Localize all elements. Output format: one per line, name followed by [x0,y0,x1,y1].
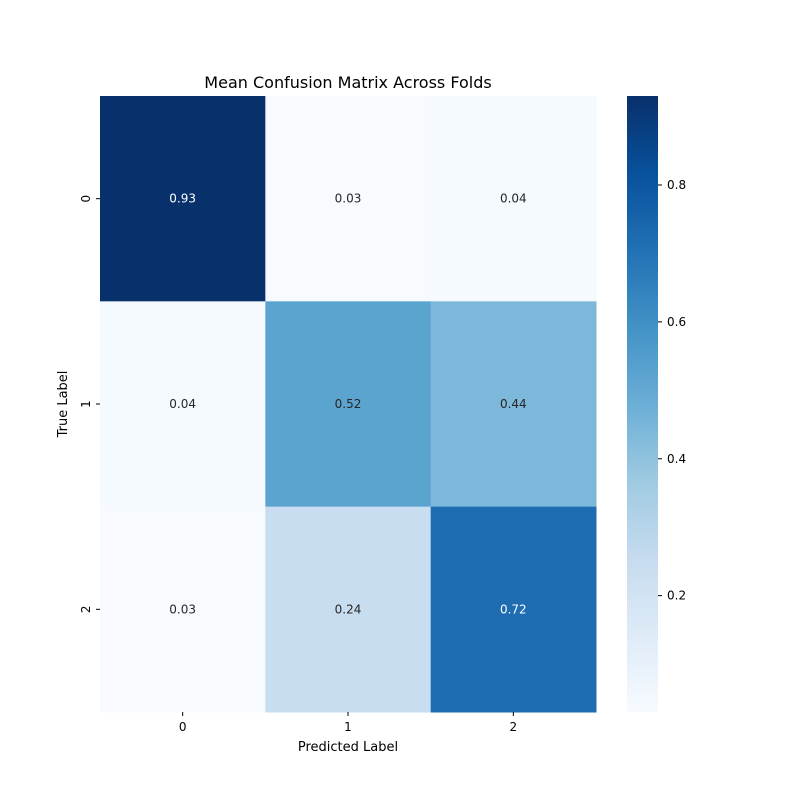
x-axis-ticks: 0 1 2 [179,712,517,734]
cell-value-label: 0.52 [335,397,362,411]
x-axis-label: Predicted Label [298,740,398,755]
cell-value-label: 0.72 [500,602,527,616]
heatmap-cell [430,506,597,713]
y-tick-label: 2 [79,606,93,614]
heatmap-cell [265,96,432,302]
heatmap-cell [265,301,432,508]
colorbar-tick-label: 0.4 [667,452,686,466]
y-axis-label: True Label [56,371,71,439]
cell-value-label: 0.03 [335,192,362,206]
x-tick-label: 2 [510,720,518,734]
heatmap-cell [100,301,266,508]
heatmap-cell [430,96,597,302]
colorbar-tick-label: 0.6 [667,315,686,329]
cell-value-label: 0.24 [335,602,362,616]
cell-value-label: 0.03 [169,602,196,616]
cell-value-label: 0.04 [500,192,527,206]
cell-value-label: 0.04 [169,397,196,411]
chart-title: Mean Confusion Matrix Across Folds [204,73,491,92]
x-tick-label: 1 [344,720,352,734]
y-tick-label: 0 [79,195,93,203]
colorbar-tick-label: 0.8 [667,178,686,192]
x-tick-label: 0 [179,720,187,734]
y-tick-label: 1 [79,400,93,408]
heatmap-cell [265,506,432,713]
y-axis-ticks: 0 1 2 [79,195,100,613]
heatmap-cell [430,301,597,508]
cell-value-label: 0.93 [169,192,196,206]
cell-value-label: 0.44 [500,397,527,411]
colorbar-ticks: 0.2 0.4 0.6 0.8 [658,178,686,603]
colorbar-tick-label: 0.2 [667,589,686,603]
heatmap-cell [100,506,266,713]
heatmap-cell [100,96,266,302]
heatmap-cells: 0.93 0.03 0.04 0.04 0.52 0.44 0.03 0.24 0.72 [100,96,597,713]
colorbar [627,96,658,712]
